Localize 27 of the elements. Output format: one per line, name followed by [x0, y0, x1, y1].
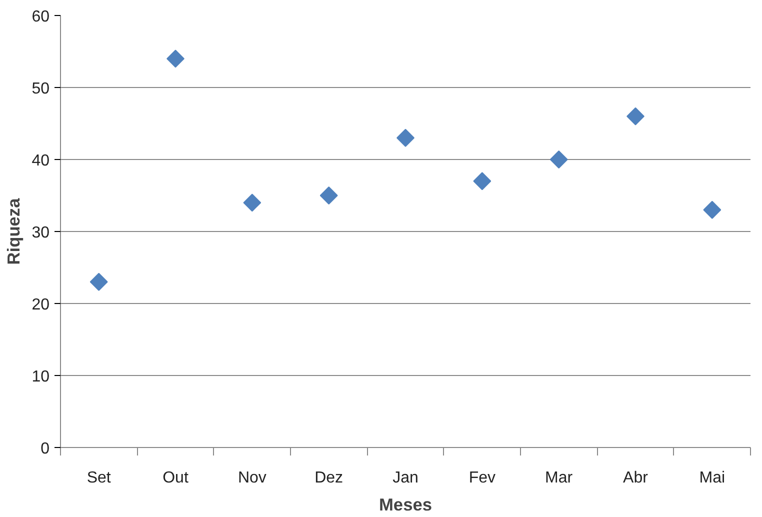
y-tick-label: 60	[32, 8, 50, 26]
x-axis-title: Meses	[379, 494, 432, 514]
y-tick-label: 0	[40, 440, 50, 458]
y-tick-label: 20	[32, 296, 50, 314]
point	[90, 272, 108, 291]
x-tick-label: Nov	[238, 470, 266, 486]
x-tick-label: Out	[162, 470, 189, 486]
point	[320, 186, 338, 204]
x-tick-label: Jan	[392, 470, 418, 486]
point	[703, 200, 722, 219]
x-tick-label: Dez	[314, 470, 344, 486]
y-tick-label: 10	[32, 368, 50, 386]
y-tick-label: 30	[32, 224, 50, 242]
x-tick-label: Abr	[623, 470, 649, 486]
x-tick-label: Mar	[545, 470, 574, 486]
point	[166, 50, 184, 68]
y-tick-label: 50	[32, 80, 50, 98]
point	[550, 150, 568, 168]
x-tick-label: Fev	[468, 470, 496, 486]
point	[473, 172, 492, 190]
x-tick-label: Set	[86, 470, 112, 486]
y-tick-label: 40	[32, 152, 50, 170]
y-axis-title: Riqueza	[4, 198, 24, 265]
x-tick-label: Mai	[699, 470, 726, 486]
point	[626, 107, 644, 126]
point	[396, 128, 414, 147]
point	[243, 194, 262, 212]
